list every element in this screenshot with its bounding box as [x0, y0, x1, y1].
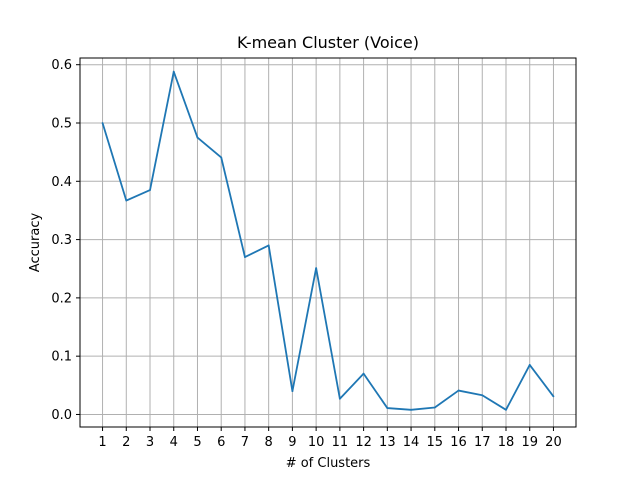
x-tick-label: 11 — [332, 435, 349, 450]
data-point — [196, 136, 199, 139]
x-tick-label: 5 — [193, 435, 201, 450]
plot-frame — [79, 57, 577, 428]
data-point — [410, 408, 412, 411]
x-tick-label: 20 — [545, 435, 562, 450]
x-tick-label: 9 — [288, 435, 296, 450]
data-point — [552, 395, 555, 398]
y-axis-label: Accuracy — [28, 213, 43, 273]
series-line — [101, 70, 555, 411]
x-tick-label: 4 — [170, 435, 178, 450]
x-tick-label: 1 — [98, 435, 106, 450]
y-tick-label: 0.1 — [51, 350, 72, 365]
x-tick-label: 3 — [146, 435, 154, 450]
grid — [80, 58, 576, 427]
data-point — [220, 156, 223, 159]
x-tick-label: 12 — [355, 435, 372, 450]
y-tick-label: 0.0 — [51, 408, 72, 423]
x-tick-label: 13 — [379, 435, 396, 450]
x-tick-label: 2 — [122, 435, 130, 450]
data-point — [291, 390, 294, 393]
x-tick-label: 6 — [217, 435, 225, 450]
data-point — [101, 122, 104, 124]
y-tick-label: 0.5 — [51, 116, 72, 131]
x-tick-label: 15 — [427, 435, 444, 450]
x-tick-label: 19 — [521, 435, 538, 450]
data-point — [362, 372, 365, 375]
x-tick-label: 18 — [498, 435, 515, 450]
data-point — [125, 199, 128, 202]
y-tick-label: 0.2 — [51, 291, 72, 306]
data-point — [386, 407, 389, 409]
data-point — [244, 256, 246, 258]
data-point — [433, 406, 436, 409]
x-axis-label: # of Clusters — [286, 456, 371, 471]
x-tick-label: 17 — [474, 435, 491, 450]
data-point — [172, 70, 175, 73]
data-point — [315, 267, 318, 270]
y-tick-label: 0.6 — [51, 58, 72, 73]
data-point — [505, 408, 507, 411]
x-tick-label: 8 — [265, 435, 273, 450]
data-point — [338, 397, 341, 400]
chart-title: K-mean Cluster (Voice) — [237, 33, 419, 52]
y-tick-label: 0.3 — [51, 233, 72, 248]
data-point — [528, 364, 531, 366]
data-point — [457, 389, 460, 392]
x-tick-label: 16 — [450, 435, 467, 450]
ticks: 1 2 3 4 5 6 7 8 9 10 11 12 13 14 15 16 17 18 19 200.00.10.2… — [51, 58, 561, 450]
x-tick-label: 10 — [308, 435, 325, 450]
x-tick-label: 7 — [241, 435, 249, 450]
data-point — [149, 189, 151, 191]
data-point — [481, 394, 484, 397]
series-layer — [101, 70, 555, 411]
y-tick-label: 0.4 — [51, 175, 72, 190]
x-tick-label: 14 — [403, 435, 420, 450]
data-point — [267, 244, 270, 247]
